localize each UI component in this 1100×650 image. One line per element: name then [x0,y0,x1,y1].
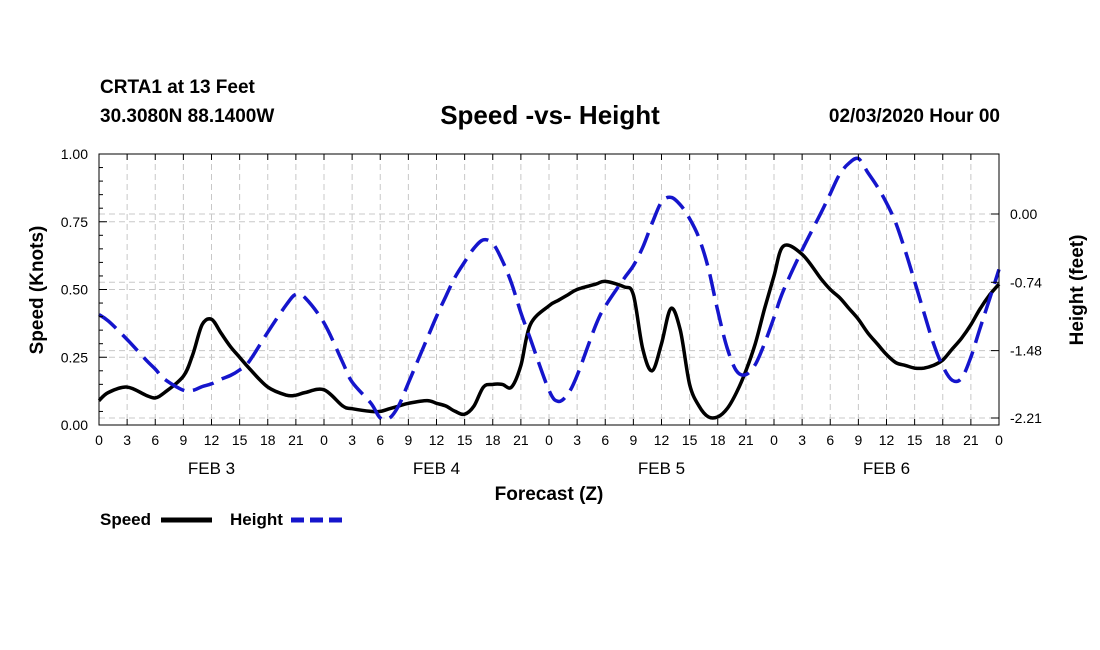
y-tick-label: 0.00 [61,417,88,433]
x-tick-label: 18 [485,432,501,448]
x-tick-label: 6 [601,432,609,448]
x-tick-label: 0 [770,432,778,448]
x-tick-label: 12 [879,432,895,448]
x-tick-label: 6 [826,432,834,448]
legend: Speed Height [100,510,342,529]
legend-speed-label: Speed [100,510,151,529]
series-speed-line [97,243,1001,420]
x-tick-label: 6 [151,432,159,448]
x-axis-label: Forecast (Z) [495,484,604,505]
day-label: FEB 6 [863,459,910,478]
x-tick-label: 0 [320,432,328,448]
x-tick-label: 9 [629,432,637,448]
x-tick-label: 21 [738,432,754,448]
x-tick-label: 0 [995,432,1003,448]
y-tick-label: 0.50 [61,282,88,298]
station-name: CRTA1 at 13 Feet [100,77,255,98]
station-coordinates: 30.3080N 88.1400W [100,106,275,127]
x-tick-label: 6 [376,432,384,448]
y-axis-label: Speed (Knots) [27,226,48,355]
series-height-line [98,156,1001,422]
x-tick-label: 18 [260,432,276,448]
x-tick-label: 18 [935,432,951,448]
x-tick-label: 18 [710,432,726,448]
day-label: FEB 4 [413,459,460,478]
x-tick-label: 15 [682,432,698,448]
y2-tick-label: 0.00 [1010,206,1037,222]
x-tick-label: 3 [798,432,806,448]
x-tick-label: 15 [457,432,473,448]
x-tick-label: 0 [545,432,553,448]
x-tick-label: 3 [123,432,131,448]
y2-tick-label: -2.21 [1010,410,1042,426]
chart-title: Speed -vs- Height [440,100,660,130]
y-tick-label: 0.25 [61,349,88,365]
legend-height-label: Height [230,510,283,529]
x-tick-label: 21 [513,432,529,448]
x-tick-label: 3 [573,432,581,448]
x-tick-label: 3 [348,432,356,448]
y2-axis-label: Height (feet) [1067,235,1088,346]
x-tick-label: 21 [288,432,304,448]
x-tick-label: 12 [654,432,670,448]
forecast-date: 02/03/2020 Hour 00 [828,106,1000,127]
x-tick-label: 9 [404,432,412,448]
grid-layer [99,154,999,425]
day-label: FEB 3 [188,459,235,478]
x-tick-label: 0 [95,432,103,448]
y-tick-label: 1.00 [61,146,88,162]
x-tick-label: 9 [179,432,187,448]
x-tick-label: 12 [429,432,445,448]
day-label: FEB 5 [638,459,685,478]
y2-tick-label: -1.48 [1010,343,1042,359]
x-tick-label: 15 [232,432,248,448]
y2-tick-label: -0.74 [1010,274,1042,290]
series-layer [97,156,1001,422]
y-tick-label: 0.75 [61,214,88,230]
x-tick-label: 9 [854,432,862,448]
x-tick-label: 15 [907,432,923,448]
axis-layer: 0 3 6 9 12 15 18 21 0 3 6 9 12 15 18 21 0 3 6 9 12 15 18 21 0 3 6 9… [61,146,1042,478]
x-tick-label: 21 [963,432,979,448]
x-tick-label: 12 [204,432,220,448]
